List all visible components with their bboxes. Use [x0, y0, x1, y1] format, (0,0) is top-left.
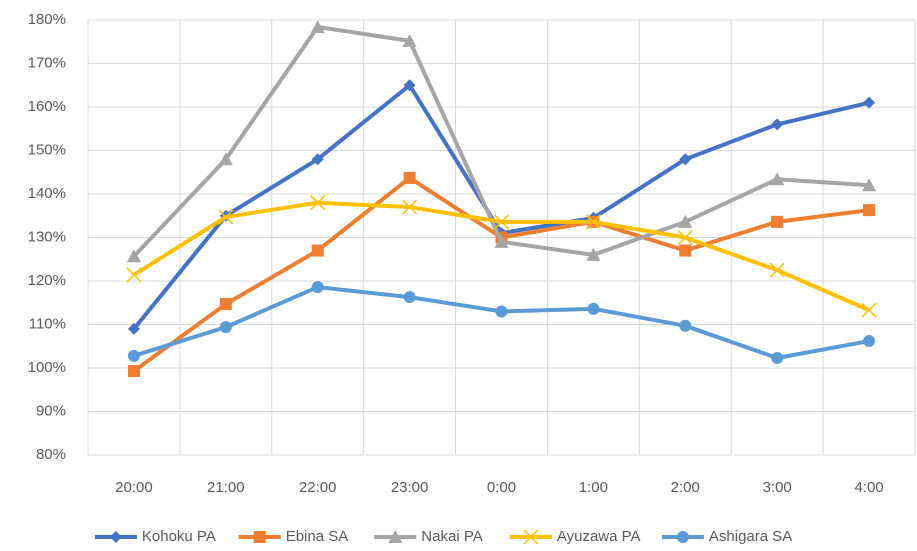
x-tick-label: 0:00	[487, 479, 516, 496]
legend-label: Ebina SA	[286, 528, 349, 545]
marker	[679, 244, 692, 257]
x-tick-label: 2:00	[671, 479, 700, 496]
marker	[862, 178, 877, 192]
marker	[403, 79, 416, 92]
marker	[127, 322, 140, 335]
y-tick-label: 90%	[36, 402, 66, 419]
marker	[127, 349, 140, 362]
y-tick-label: 120%	[28, 272, 66, 289]
legend-label: Kohoku PA	[142, 528, 216, 545]
y-tick-label: 110%	[29, 315, 66, 332]
legend-marker	[523, 529, 539, 545]
marker	[403, 171, 416, 184]
y-tick-label: 80%	[36, 446, 66, 463]
series-line	[132, 175, 870, 373]
marker	[311, 153, 324, 166]
marker	[679, 153, 692, 166]
marker	[219, 298, 232, 311]
x-tick-label: 1:00	[579, 479, 608, 496]
y-tick-label: 160%	[28, 98, 66, 115]
marker	[402, 33, 417, 47]
x-tick-label: 21:00	[207, 479, 245, 496]
marker	[126, 249, 141, 263]
marker	[218, 152, 233, 166]
marker	[863, 96, 876, 109]
x-tick-label: 3:00	[763, 479, 792, 496]
marker	[587, 302, 600, 315]
marker	[402, 199, 418, 215]
legend-marker	[253, 531, 266, 543]
marker	[861, 302, 877, 318]
marker	[771, 351, 784, 364]
legend-label: Ashigara SA	[709, 528, 792, 545]
x-tick-label: 4:00	[854, 479, 883, 496]
y-tick-label: 140%	[28, 185, 66, 202]
legend-label: Ayuzawa PA	[557, 528, 641, 545]
marker	[494, 234, 509, 248]
legend-marker	[388, 530, 403, 543]
marker	[403, 291, 416, 304]
legend-label: Nakai PA	[421, 528, 482, 545]
legend-marker	[109, 531, 122, 543]
legend-marker	[676, 531, 689, 543]
x-tick-label: 22:00	[299, 479, 337, 496]
marker	[679, 319, 692, 332]
marker	[771, 215, 784, 228]
y-tick-label: 130%	[28, 228, 66, 245]
marker	[310, 19, 325, 33]
y-tick-label: 170%	[28, 54, 66, 71]
marker	[126, 267, 142, 283]
marker	[218, 209, 234, 225]
marker	[127, 365, 140, 378]
marker	[493, 214, 510, 230]
y-tick-label: 180%	[28, 11, 66, 28]
marker	[677, 229, 693, 246]
marker	[311, 244, 324, 257]
y-tick-label: 150%	[28, 141, 66, 158]
marker	[678, 214, 693, 228]
x-tick-label: 20:00	[115, 479, 153, 496]
marker	[311, 281, 324, 294]
marker	[585, 214, 601, 230]
y-tick-label: 100%	[28, 359, 66, 376]
marker	[770, 172, 785, 186]
marker	[310, 195, 326, 211]
marker	[863, 204, 876, 217]
marker	[219, 321, 232, 334]
marker	[863, 335, 876, 348]
series-line	[133, 285, 870, 360]
marker	[586, 247, 601, 261]
x-tick-label: 23:00	[391, 479, 429, 496]
marker	[771, 118, 784, 131]
marker	[769, 262, 785, 278]
marker	[495, 305, 508, 318]
